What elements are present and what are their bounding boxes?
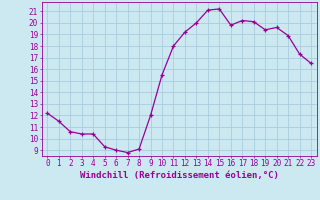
X-axis label: Windchill (Refroidissement éolien,°C): Windchill (Refroidissement éolien,°C)	[80, 171, 279, 180]
